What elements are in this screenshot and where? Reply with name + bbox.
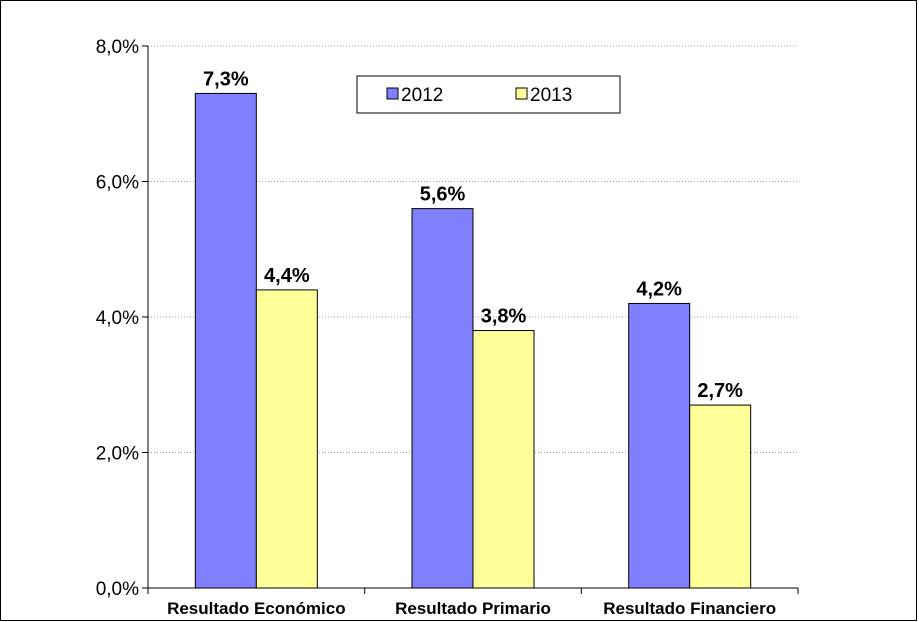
y-tick-label: 8,0% [96, 37, 139, 58]
legend-box [356, 75, 621, 114]
data-label: 4,2% [636, 278, 682, 300]
category-labels: Resultado Económico Resultado Primario Res… [167, 599, 776, 618]
legend-label-2013: 2013 [530, 85, 572, 106]
bars [194, 92, 752, 589]
y-tick-label: 6,0% [96, 173, 139, 194]
data-label: 7,3% [203, 68, 249, 90]
bar-2013-3 [689, 404, 752, 589]
x-category-label: Resultado Económico [167, 599, 346, 618]
x-category-label: Resultado Financiero [603, 599, 776, 618]
data-label: 2,7% [697, 380, 743, 402]
bar-2012-1 [194, 92, 257, 589]
x-category-label: Resultado Primario [395, 599, 551, 618]
data-label: 4,4% [264, 265, 310, 287]
data-label: 5,6% [420, 184, 466, 206]
bar-2013-1 [255, 289, 318, 589]
legend-swatch-2012 [386, 87, 399, 100]
legend-swatch-2013 [515, 87, 528, 100]
y-tick-label: 4,0% [96, 308, 139, 329]
bar-2013-2 [472, 330, 535, 589]
y-tick-label: 2,0% [96, 444, 139, 465]
bar-2012-3 [628, 302, 691, 589]
legend: 2012 2013 [356, 75, 621, 114]
legend-label-2012: 2012 [401, 85, 443, 106]
data-labels: 7,3% 4,4% 5,6% 3,8% 4,2% 2,7% [203, 68, 743, 402]
y-tick-label: 0,0% [96, 579, 139, 600]
data-label: 3,8% [481, 306, 527, 328]
bar-2012-2 [411, 208, 474, 589]
